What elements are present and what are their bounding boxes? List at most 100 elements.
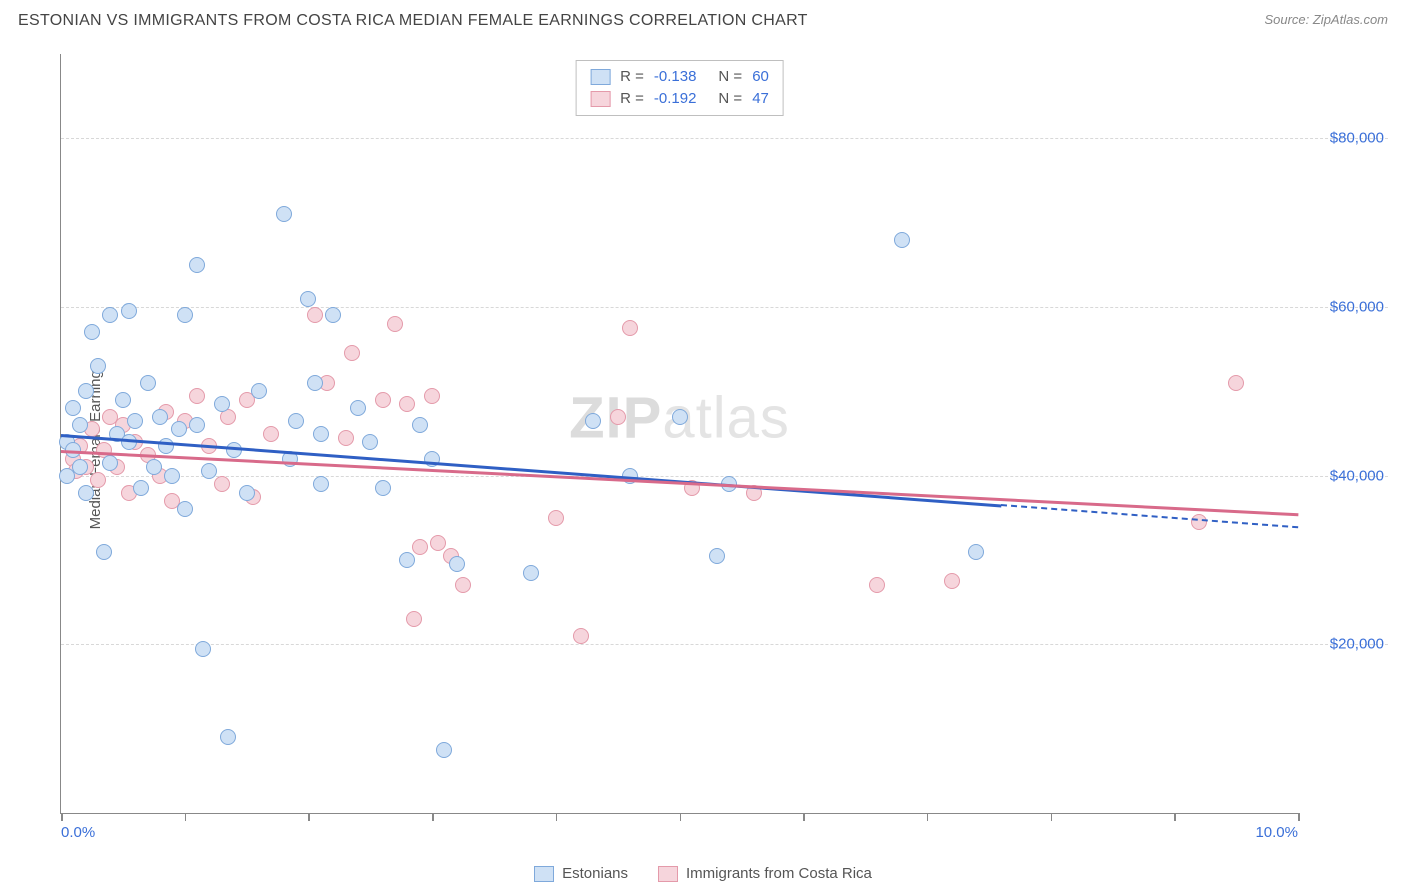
data-point [146,459,162,475]
x-tick [432,813,434,821]
data-point [424,388,440,404]
data-point [72,417,88,433]
legend-label: R = [620,66,644,88]
data-point [449,556,465,572]
data-point [412,417,428,433]
series-legend: Estonians Immigrants from Costa Rica [0,865,1406,882]
data-point [133,480,149,496]
data-point [430,535,446,551]
data-point [387,316,403,332]
data-point [344,345,360,361]
data-point [436,742,452,758]
data-point [313,476,329,492]
x-tick-label: 10.0% [1255,824,1298,841]
data-point [350,400,366,416]
data-point [968,544,984,560]
data-point [102,455,118,471]
legend-series-label: Immigrants from Costa Rica [686,865,872,882]
legend-r-value: -0.138 [654,66,697,88]
data-point [140,375,156,391]
y-tick-label: $40,000 [1330,467,1384,484]
legend-swatch [534,866,554,882]
data-point [399,396,415,412]
data-point [944,573,960,589]
data-point [152,409,168,425]
x-tick-label: 0.0% [61,824,95,841]
data-point [102,307,118,323]
data-point [65,400,81,416]
data-point [709,548,725,564]
legend-swatch [658,866,678,882]
x-tick [927,813,929,821]
gridline [61,644,1388,645]
data-point [189,417,205,433]
data-point [307,375,323,391]
data-point [362,434,378,450]
data-point [96,544,112,560]
data-point [171,421,187,437]
data-point [288,413,304,429]
legend-label: N = [718,66,742,88]
legend-item: Immigrants from Costa Rica [658,865,872,882]
data-point [189,388,205,404]
y-tick-label: $20,000 [1330,636,1384,653]
data-point [325,307,341,323]
data-point [201,463,217,479]
legend-r-value: -0.192 [654,88,697,110]
x-tick [803,813,805,821]
data-point [523,565,539,581]
data-point [1191,514,1207,530]
x-tick [308,813,310,821]
data-point [239,485,255,501]
gridline [61,307,1388,308]
data-point [276,206,292,222]
data-point [338,430,354,446]
data-point [375,392,391,408]
legend-swatch [590,69,610,85]
data-point [177,501,193,517]
correlation-legend: R =-0.138N =60R =-0.192N =47 [575,60,784,116]
data-point [90,358,106,374]
legend-series-label: Estonians [562,865,628,882]
data-point [164,468,180,484]
x-tick [1174,813,1176,821]
scatter-plot: ZIPatlas R =-0.138N =60R =-0.192N =47 $2… [60,54,1298,814]
chart-container: Median Female Earnings ZIPatlas R =-0.13… [18,48,1388,844]
data-point [195,641,211,657]
data-point [573,628,589,644]
data-point [610,409,626,425]
data-point [406,611,422,627]
data-point [548,510,564,526]
legend-row: R =-0.192N =47 [590,88,769,110]
gridline [61,138,1388,139]
data-point [869,577,885,593]
x-tick [61,813,63,821]
data-point [399,552,415,568]
data-point [220,729,236,745]
data-point [72,459,88,475]
legend-swatch [590,91,610,107]
data-point [251,383,267,399]
data-point [121,303,137,319]
data-point [115,392,131,408]
x-tick [185,813,187,821]
legend-label: R = [620,88,644,110]
data-point [1228,375,1244,391]
data-point [313,426,329,442]
x-tick [1051,813,1053,821]
data-point [412,539,428,555]
y-tick-label: $80,000 [1330,130,1384,147]
data-point [263,426,279,442]
data-point [455,577,471,593]
data-point [189,257,205,273]
legend-item: Estonians [534,865,628,882]
data-point [177,307,193,323]
legend-row: R =-0.138N =60 [590,66,769,88]
trend-line [61,450,1298,516]
data-point [585,413,601,429]
data-point [78,485,94,501]
data-point [894,232,910,248]
x-tick [680,813,682,821]
data-point [300,291,316,307]
data-point [78,383,94,399]
